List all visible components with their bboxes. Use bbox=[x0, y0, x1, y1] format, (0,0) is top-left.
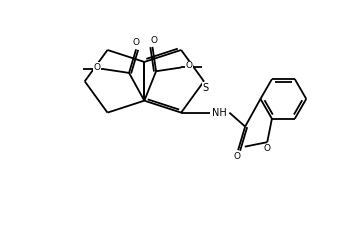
Text: O: O bbox=[93, 63, 100, 72]
Text: O: O bbox=[151, 36, 158, 45]
Text: O: O bbox=[186, 61, 193, 70]
Text: NH: NH bbox=[213, 108, 227, 118]
Text: O: O bbox=[263, 144, 270, 153]
Text: O: O bbox=[234, 152, 241, 161]
Text: S: S bbox=[202, 83, 208, 93]
Text: O: O bbox=[133, 38, 140, 48]
